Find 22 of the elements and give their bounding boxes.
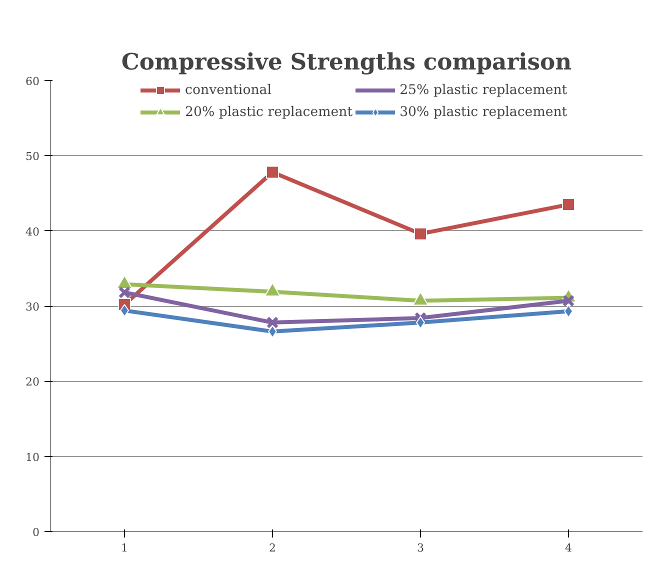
y-tick-label: 20 <box>26 376 40 389</box>
point <box>562 198 575 212</box>
point <box>563 295 574 306</box>
chart-title: Compressive Strengths comparison <box>121 50 572 76</box>
point <box>119 286 130 298</box>
y-tick-label: 60 <box>26 75 40 88</box>
point <box>266 166 279 179</box>
x-tick-label: 1 <box>121 542 128 554</box>
y-tick-label: 40 <box>26 225 40 238</box>
point <box>414 227 427 240</box>
x-tick-label: 2 <box>269 542 276 554</box>
y-tick-label: 50 <box>26 150 40 164</box>
legend-label: 20% plastic replacement <box>185 104 353 120</box>
legend-label: 30% plastic replacement <box>400 104 568 120</box>
x-tick-label: 3 <box>417 542 424 554</box>
point <box>267 317 278 328</box>
y-tick-label: 30 <box>26 300 40 314</box>
legend-label: 25% plastic replacement <box>400 82 568 98</box>
x-tick-label: 4 <box>565 542 572 554</box>
legend-label: conventional <box>185 82 272 98</box>
y-tick-label: 0 <box>32 526 40 539</box>
y-tick-label: 10 <box>26 450 40 464</box>
